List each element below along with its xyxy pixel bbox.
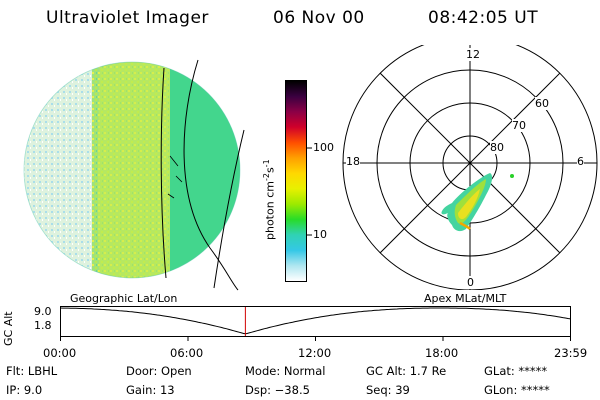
observation-date: 06 Nov 00: [273, 8, 365, 28]
status-mode: Mode: Normal: [245, 364, 326, 378]
status-glon: GLon: *****: [484, 383, 550, 397]
status-door: Door: Open: [126, 364, 192, 378]
altitude-timeline: [60, 306, 571, 341]
mlat-label-60: 60: [535, 97, 549, 110]
mlt-label-12: 12: [466, 48, 480, 61]
status-ip: IP: 9.0: [6, 383, 43, 397]
geographic-image: [23, 59, 245, 291]
observation-time: 08:42:05 UT: [428, 8, 539, 28]
mlt-label-0: 0: [467, 276, 474, 289]
status-dsp: Dsp: −38.5: [245, 383, 310, 397]
mlt-label-6: 6: [577, 155, 584, 168]
timeline-right-caption: Apex MLat/MLT: [424, 292, 507, 305]
mlat-label-70: 70: [512, 119, 526, 132]
colorbar-tick-10: 10: [313, 228, 327, 241]
color-bar: [285, 80, 307, 282]
polar-plot: [342, 45, 598, 290]
colorbar-tick-100: 100: [313, 141, 334, 154]
status-seq: Seq: 39: [366, 383, 410, 397]
status-glat: GLat: *****: [484, 364, 548, 378]
timeline-tick-label: 18:00: [425, 346, 459, 360]
timeline-y-bottom: 1.8: [34, 319, 52, 332]
timeline-y-top: 9.0: [34, 305, 52, 318]
timeline-left-caption: Geographic Lat/Lon: [70, 292, 178, 305]
timeline-tick-label: 12:00: [298, 346, 332, 360]
timeline-tick-label: 06:00: [170, 346, 204, 360]
status-gain: Gain: 13: [126, 383, 175, 397]
status-gc-alt: GC Alt: 1.7 Re: [366, 364, 447, 378]
instrument-title: Ultraviolet Imager: [46, 8, 209, 28]
timeline-y-label: GC Alt: [2, 311, 15, 346]
timeline-tick-label: 23:59: [554, 346, 588, 360]
timeline-tick-label: 00:00: [43, 346, 77, 360]
status-filter: Flt: LBHL: [6, 364, 58, 378]
colorbar-unit-label: photon cm-2s-1: [262, 159, 277, 240]
mlat-label-80: 80: [490, 141, 504, 154]
color-bar-ticks: [306, 147, 312, 236]
mlt-label-18: 18: [346, 155, 360, 168]
